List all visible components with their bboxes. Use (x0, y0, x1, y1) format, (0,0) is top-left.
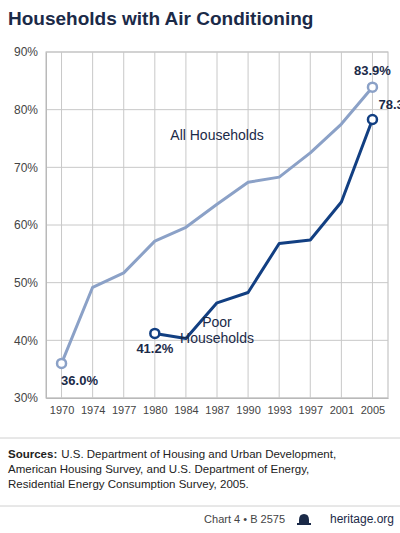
y-axis-line (46, 53, 47, 399)
x-tick-label: 1987 (205, 404, 229, 416)
x-tick-label: 2005 (361, 404, 385, 416)
marks (57, 83, 377, 368)
x-tick-label: 1980 (143, 404, 167, 416)
series-line (155, 119, 373, 338)
x-tick: 1993 (267, 398, 291, 416)
y-tick-label: 40% (14, 334, 38, 348)
grid-line-x (372, 52, 373, 398)
data-label: 36.0% (61, 373, 98, 388)
series-marker (368, 83, 377, 92)
x-tick: 1977 (112, 398, 136, 416)
data-label: 41.2% (136, 341, 173, 356)
source: Sources: U.S. Department of Housing and U… (8, 448, 336, 490)
source-line: Residential Energy Consumption Survey, 2… (8, 478, 249, 490)
source-line: American Housing Survey, and U.S. Depart… (8, 463, 309, 475)
source-label: Sources: (8, 448, 57, 460)
y-tick: 90% (14, 45, 46, 59)
x-tick-label: 1977 (112, 404, 136, 416)
site: heritage.org (330, 512, 394, 526)
x-tick-label: 1990 (236, 404, 260, 416)
x-tick: 1984 (174, 398, 198, 416)
y-tick-label: 90% (14, 45, 38, 59)
x-tick: 1987 (205, 398, 229, 416)
grid-line-x (185, 52, 186, 398)
x-tick: 2005 (361, 398, 385, 416)
bell-icon (297, 514, 311, 525)
y-tick: 80% (14, 103, 46, 117)
chart-id: Chart 4 • B 2575 (204, 513, 285, 525)
bell-base (297, 523, 311, 525)
x-tick: 1997 (299, 398, 323, 416)
y-tick: 70% (14, 161, 46, 175)
x-axis: 1970 1974 1977 1980 1984 1987 1990 1993 1997 2001… (47, 398, 389, 416)
grid-line-x (92, 52, 93, 398)
chart: Households with Air Conditioning 30% 40% 50… (0, 0, 400, 533)
x-tick-label: 1984 (174, 404, 198, 416)
y-tick: 50% (14, 276, 46, 290)
grid-line-x (310, 52, 311, 398)
grid-line-x (61, 52, 62, 398)
labels: 36.0% 83.9% All Households 41.2% 78.3% PoorHo… (61, 63, 400, 388)
y-tick-label: 60% (14, 218, 38, 232)
plot: 30% 40% 50% 60% 70% 80% 90% 1970 1974 1977 1980 198… (14, 45, 400, 415)
y-tick-label: 50% (14, 276, 38, 290)
x-tick: 1980 (143, 398, 167, 416)
x-tick: 2001 (330, 398, 354, 416)
series-marker (150, 329, 159, 338)
series-label-part: Poor (202, 314, 232, 330)
data-label: 78.3% (378, 97, 400, 112)
series-marker (368, 115, 377, 124)
data-label: 83.9% (354, 63, 391, 78)
series-line (62, 87, 373, 363)
grid-line-x (123, 52, 124, 398)
y-tick-label: 80% (14, 103, 38, 117)
y-tick-label: 30% (14, 391, 38, 405)
grid-line-x (217, 52, 218, 398)
series-label: All Households (170, 127, 263, 143)
footer-rule (0, 506, 400, 507)
grid-line-x (341, 52, 342, 398)
separator (0, 438, 400, 439)
x-tick-label: 1974 (81, 404, 105, 416)
x-axis-line (47, 398, 389, 399)
x-tick-label: 1993 (267, 404, 291, 416)
series-label-part: Households (180, 330, 254, 346)
y-tick-label: 70% (14, 161, 38, 175)
plot-frame (46, 52, 388, 398)
x-tick: 1990 (236, 398, 260, 416)
title: Households with Air Conditioning (8, 8, 313, 29)
grid-line-x (279, 52, 280, 398)
grid-line-x (248, 52, 249, 398)
y-axis: 30% 40% 50% 60% 70% 80% 90% (14, 45, 47, 405)
x-tick: 1970 (50, 398, 74, 416)
source-line: U.S. Department of Housing and Urban Dev… (61, 448, 336, 460)
grid (46, 52, 388, 398)
y-tick: 40% (14, 334, 46, 348)
series-marker (57, 359, 66, 368)
y-tick: 60% (14, 218, 46, 232)
x-tick-label: 1970 (50, 404, 74, 416)
x-tick: 1974 (81, 398, 105, 416)
y-tick: 30% (14, 391, 46, 405)
x-tick-label: 2001 (330, 404, 354, 416)
series-label: PoorHouseholds (180, 314, 254, 346)
x-tick-label: 1997 (299, 404, 323, 416)
bell-body (299, 514, 309, 523)
